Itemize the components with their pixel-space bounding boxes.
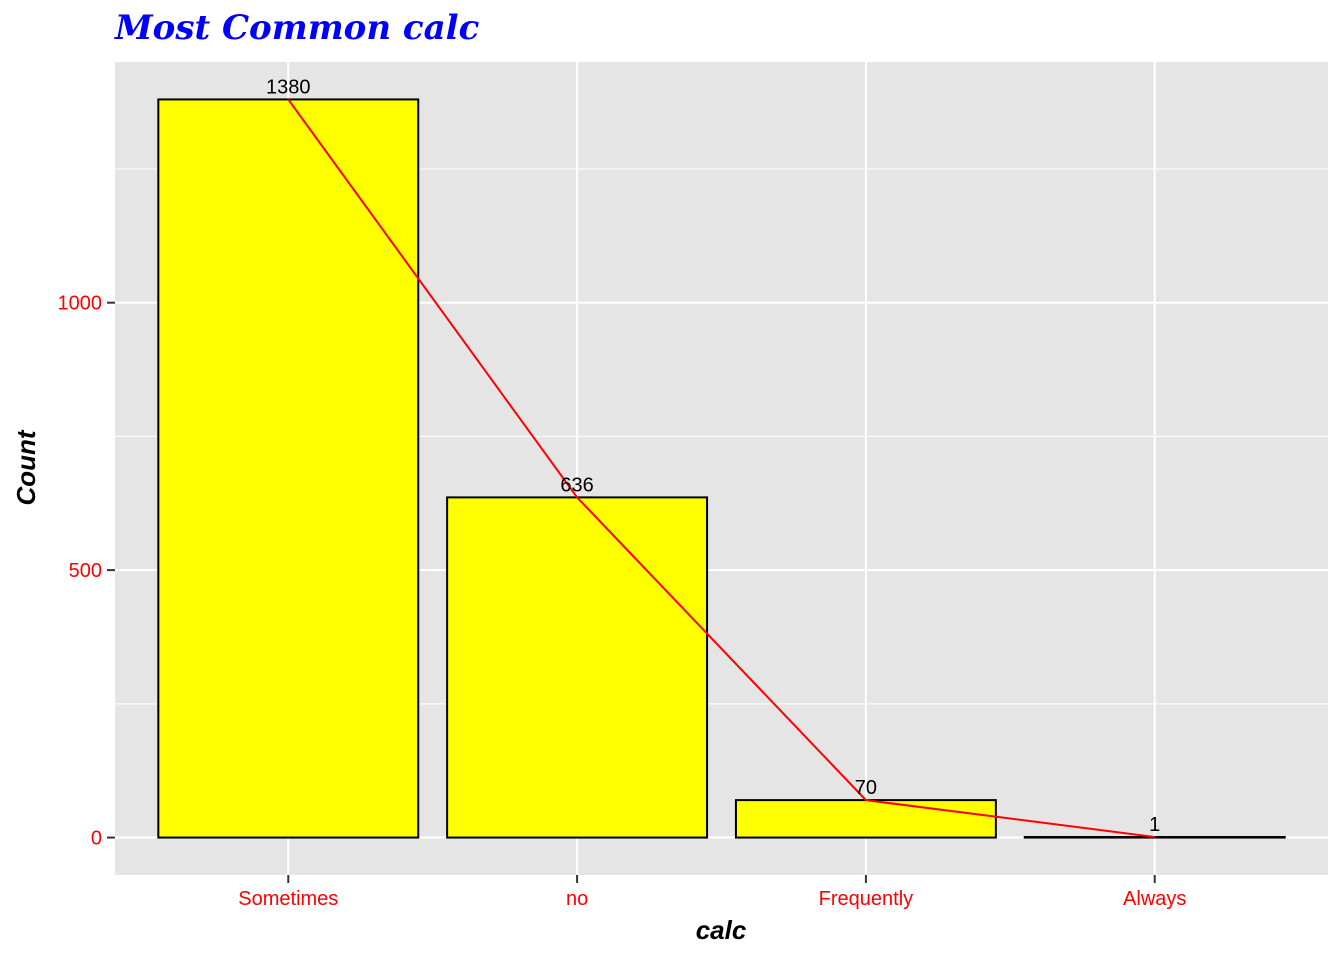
data-label: 1 [1149, 814, 1160, 836]
bar-frequently [734, 799, 997, 839]
x-tick-label: Sometimes [238, 888, 338, 910]
chart-title: Most Common calc [114, 8, 480, 48]
bars [157, 98, 1286, 839]
x-axis-title: calc [696, 915, 747, 945]
data-label: 636 [560, 474, 593, 496]
y-tick-label: 500 [69, 560, 102, 582]
trend-polyline [287, 98, 1155, 839]
x-tick-label: Frequently [819, 888, 914, 910]
data-labels: 1380 636 70 1 [266, 76, 1160, 836]
x-axis: Sometimes no Frequently Always [238, 875, 1186, 910]
y-axis: 0 500 1000 [58, 293, 115, 850]
y-axis-title: Count [11, 429, 41, 505]
bar-sometimes [157, 98, 420, 839]
x-tick-label: no [566, 888, 588, 910]
x-tick-label: Always [1123, 888, 1186, 910]
data-label: 1380 [266, 76, 311, 98]
trend-line [287, 98, 1155, 839]
y-tick-label: 1000 [58, 293, 103, 315]
data-label: 70 [855, 777, 877, 799]
bar-no [446, 496, 709, 839]
bar-always [1023, 836, 1286, 839]
y-tick-label: 0 [91, 828, 102, 850]
